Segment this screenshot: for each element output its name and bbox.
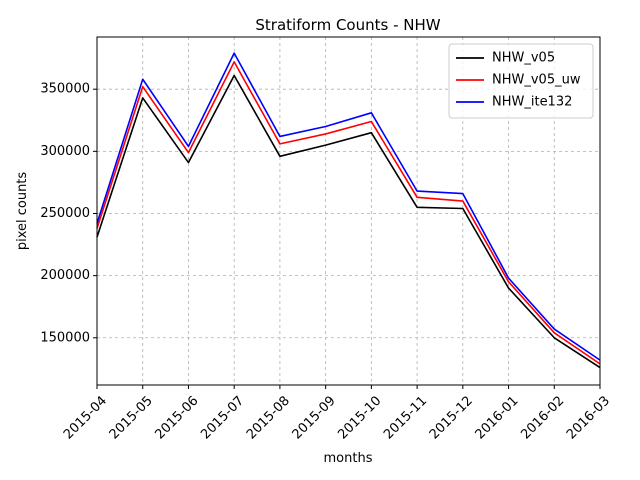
legend-label: NHW_v05 [492,51,555,66]
series-line-nhw-v05-uw [96,61,601,365]
legend-items: NHW_v05 NHW_v05_uw NHW_ite132 [456,51,581,110]
y-tick-label: 300000 [40,144,90,159]
y-tick-label: 350000 [40,82,90,97]
series-line-nhw-v05 [96,74,601,369]
legend: NHW_v05 NHW_v05_uw NHW_ite132 [448,43,594,119]
plot-frame [96,36,601,386]
legend-label: NHW_ite132 [492,95,572,110]
series-line-nhw-ite132 [96,52,601,361]
series-layer [96,52,601,369]
y-tick-label: 250000 [40,206,90,221]
y-tick-label: 200000 [40,268,90,283]
x-axis-label: months [324,451,373,466]
y-tick-label: 150000 [40,330,90,345]
legend-label: NHW_v05_uw [492,73,581,88]
y-axis-label: pixel counts [15,172,30,251]
chart-title: Stratiform Counts - NHW [255,16,440,34]
legend-box [448,43,594,119]
